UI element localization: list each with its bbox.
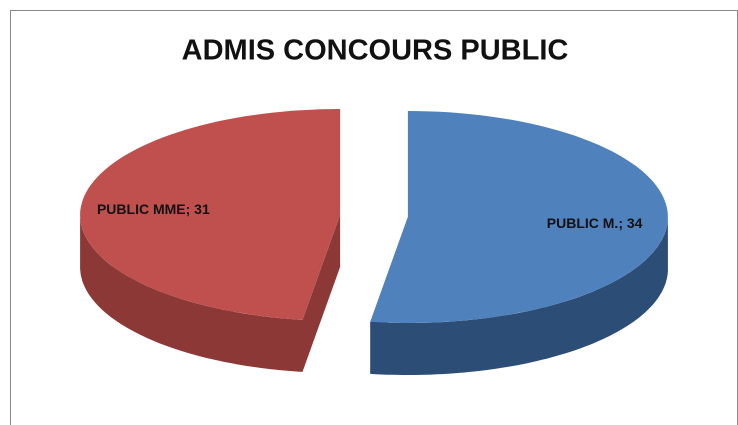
data-label: PUBLIC MME; 31 (96, 201, 210, 218)
data-label: PUBLIC M.; 34 (546, 214, 643, 231)
slice-side (370, 217, 668, 375)
chart-title: ADMIS CONCOURS PUBLIC (182, 35, 569, 67)
slice (370, 111, 668, 323)
slice (80, 109, 341, 320)
slice-side (80, 215, 303, 372)
slice-face (302, 215, 341, 372)
